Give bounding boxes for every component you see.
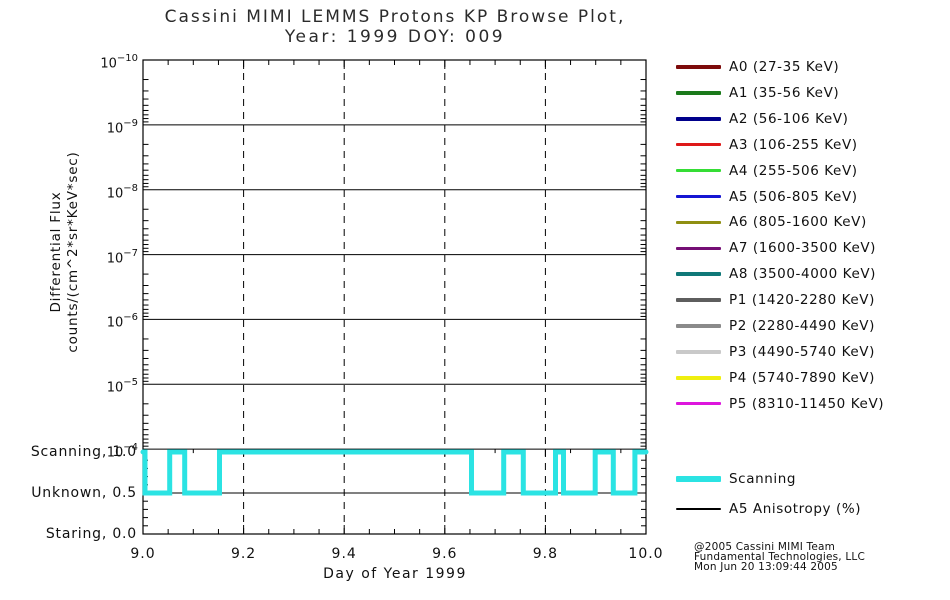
legend-item: P3 (4490-5740 KeV) [676, 343, 875, 361]
legend-line-swatch [676, 476, 721, 482]
legend-label: A5 (506-805 KeV) [729, 188, 858, 205]
legend-item: P2 (2280-4490 KeV) [676, 317, 875, 335]
legend-label: P5 (8310-11450 KeV) [729, 395, 885, 412]
legend-label: P1 (1420-2280 KeV) [729, 292, 875, 309]
scanning-mode-line [140, 449, 649, 496]
legend-line-swatch [676, 246, 721, 251]
legend-item: A2 (56-106 KeV) [676, 110, 848, 128]
legend-item: P1 (1420-2280 KeV) [676, 291, 875, 309]
legend-item: A0 (27-35 KeV) [676, 58, 839, 76]
legend-label: P4 (5740-7890 KeV) [729, 369, 875, 386]
legend-line-swatch [676, 272, 721, 276]
legend-label: P2 (2280-4490 KeV) [729, 318, 875, 334]
legend-line-swatch [676, 324, 721, 328]
legend-item: P4 (5740-7890 KeV) [676, 369, 875, 387]
y-axis-title-line1: Differential Flux [48, 191, 64, 313]
legend-line-swatch [676, 65, 721, 69]
y-tick-label: 10−9 [106, 117, 138, 137]
legend-line-swatch [676, 194, 721, 199]
y-tick-label: 10−6 [106, 312, 138, 331]
legend-label: A5 Anisotropy (%) [729, 501, 862, 517]
legend-item: A3 (106-255 KeV) [676, 136, 858, 154]
x-tick-label: 9.2 [230, 546, 257, 562]
legend-item: Scanning [676, 470, 796, 488]
legend-label: A2 (56-106 KeV) [729, 110, 849, 127]
copyright-line1: @2005 Cassini MIMI Team [694, 541, 836, 553]
legend-item: A1 (35-56 KeV) [676, 84, 839, 102]
legend-label: A4 (255-506 KeV) [729, 162, 858, 179]
legend-item: A6 (805-1600 KeV) [676, 213, 867, 231]
legend-item: A5 (506-805 KeV) [676, 188, 858, 206]
y-tick-label: 10−10 [100, 53, 138, 72]
legend-label: A6 (805-1600 KeV) [729, 214, 867, 231]
legend-line-swatch [676, 117, 721, 121]
legend-line-swatch [676, 507, 721, 511]
legend-line-swatch [676, 142, 721, 147]
copyright-line3: Mon Jun 20 13:09:44 2005 [694, 561, 838, 573]
legend-label: A3 (106-255 KeV) [729, 136, 858, 153]
x-axis-title: Day of Year 1999 [323, 566, 467, 582]
mode-label-staring: Staring, 0.0 [45, 526, 137, 542]
legend-item: A4 (255-506 KeV) [676, 162, 858, 180]
legend-line-swatch [676, 91, 721, 95]
legend-label: A1 (35-56 KeV) [729, 84, 840, 101]
x-tick-label: 9.6 [432, 546, 458, 562]
copyright-line2: Fundamental Technologies, LLC [694, 551, 865, 563]
legend-label: A8 (3500-4000 KeV) [729, 266, 877, 283]
legend-item: A5 Anisotropy (%) [676, 500, 861, 518]
plot-title-line1: Cassini MIMI LEMMS Protons KP Browse Plo… [164, 7, 626, 27]
legend-line-swatch [676, 376, 721, 380]
legend-item: P5 (8310-11450 KeV) [676, 395, 884, 413]
x-tick-label: 10.0 [628, 546, 664, 562]
legend-label: A0 (27-35 KeV) [729, 59, 840, 75]
plot-title-line2: Year: 1999 DOY: 009 [284, 27, 506, 47]
x-tick-label: 9.8 [532, 546, 559, 562]
x-tick-label: 9.0 [130, 546, 156, 562]
y-tick-label: 10−4 [106, 442, 138, 461]
legend-line-swatch [676, 401, 721, 406]
y-tick-label: 10−5 [106, 377, 138, 396]
mode-label-unknown: Unknown, 0.5 [31, 485, 137, 501]
x-tick-label: 9.4 [331, 546, 357, 562]
legend-line-swatch [676, 298, 721, 302]
legend-line-swatch [676, 168, 721, 173]
y-tick-label: 10−8 [106, 182, 138, 202]
y-tick-label: 10−7 [106, 247, 138, 266]
legend-label: P3 (4490-5740 KeV) [729, 343, 875, 360]
legend-line-swatch [676, 350, 721, 354]
legend-label: Scanning [729, 471, 797, 487]
legend-label: A7 (1600-3500 KeV) [729, 240, 877, 257]
legend-item: A7 (1600-3500 KeV) [676, 239, 876, 257]
legend-line-swatch [676, 220, 721, 225]
legend-item: A8 (3500-4000 KeV) [676, 265, 876, 283]
mode-label-scanning: Scanning, 1.0 [30, 444, 137, 460]
